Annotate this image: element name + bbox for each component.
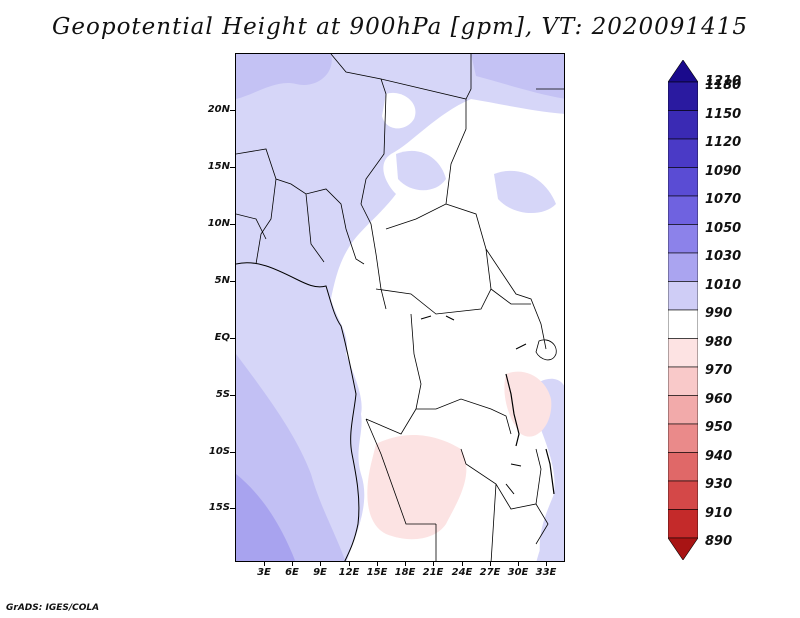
lon-tick <box>264 562 265 566</box>
colorbar-label-1030: 1030 <box>705 249 742 264</box>
coastline <box>236 262 360 561</box>
lon-tick <box>462 562 463 566</box>
colorbar-segment-1010 <box>668 281 698 311</box>
lon-tick <box>490 562 491 566</box>
colorbar-label-960: 960 <box>705 391 733 407</box>
lon-tick <box>292 562 293 566</box>
colorbar-segment-1210 <box>668 60 698 83</box>
lon-label-27e: 27E <box>479 567 501 578</box>
colorbar-segment-940 <box>668 452 698 482</box>
lat-tick <box>230 452 235 453</box>
lat-tick <box>230 508 235 509</box>
lat-label-10s: 10S <box>208 446 230 457</box>
colorbar-label-950: 950 <box>705 420 733 435</box>
colorbar-segment-960 <box>668 395 698 425</box>
colorbar <box>668 60 698 560</box>
lon-label-21e: 21E <box>422 567 444 578</box>
lat-tick <box>230 224 235 225</box>
lake-malawi <box>545 448 555 495</box>
colorbar-label-910: 910 <box>705 505 733 521</box>
colorbar-label-1120: 1120 <box>705 135 742 150</box>
field-white-upper <box>382 92 416 129</box>
colorbar-label-980: 980 <box>705 334 733 350</box>
colorbar-segment-1050 <box>668 224 698 254</box>
border-lines <box>330 54 564 561</box>
lon-label-18e: 18E <box>394 567 416 578</box>
lat-label-10n: 10N <box>207 218 230 229</box>
colorbar-segment-890 <box>668 537 698 560</box>
colorbar-segment-950 <box>668 423 698 453</box>
lake-victoria <box>535 339 557 361</box>
field-northeast-1030 <box>471 54 564 99</box>
colorbar-segment-1180 <box>668 81 698 111</box>
colorbar-segment-990 <box>668 309 698 339</box>
colorbar-segment-970 <box>668 366 698 396</box>
lon-label-24e: 24E <box>451 567 473 578</box>
field-980-990-south <box>367 434 467 540</box>
lon-tick <box>518 562 519 566</box>
lon-label-30e: 30E <box>507 567 529 578</box>
lat-label-20n: 20N <box>207 104 230 115</box>
lat-tick <box>230 281 235 282</box>
colorbar-label-1210: 1210 <box>705 74 742 89</box>
grads-credit: GrADS: IGES/COLA <box>6 603 100 613</box>
lon-tick <box>320 562 321 566</box>
lat-tick <box>230 338 235 339</box>
colorbar-label-1070: 1070 <box>705 192 742 207</box>
colorbar-segment-910 <box>668 509 698 539</box>
field-1010-chad <box>396 150 446 191</box>
colorbar-label-970: 970 <box>705 363 733 378</box>
colorbar-label-930: 930 <box>705 477 733 492</box>
map-panel <box>235 53 565 562</box>
lon-tick <box>433 562 434 566</box>
lat-label-5n: 5N <box>214 275 230 286</box>
field-1010-central <box>494 170 556 214</box>
lon-label-3e: 3E <box>257 567 271 578</box>
colorbar-label-940: 940 <box>705 448 733 464</box>
colorbar-label-1180: 1180 <box>705 78 742 93</box>
lon-label-12e: 12E <box>338 567 360 578</box>
lon-tick <box>377 562 378 566</box>
colorbar-label-1090: 1090 <box>705 163 742 179</box>
colorbar-segment-1150 <box>668 110 698 140</box>
map-title: Geopotential Height at 900hPa [gpm], VT:… <box>52 14 748 40</box>
map-canvas <box>236 54 564 561</box>
field-ocean-1050 <box>236 474 296 561</box>
lat-label-eq: EQ <box>214 332 230 343</box>
colorbar-segment-1030 <box>668 252 698 282</box>
colorbar-label-990: 990 <box>705 306 733 321</box>
lat-tick <box>230 395 235 396</box>
lon-label-9e: 9E <box>313 567 327 578</box>
lon-label-15e: 15E <box>366 567 388 578</box>
lat-tick <box>230 110 235 111</box>
lon-tick <box>546 562 547 566</box>
lat-label-15s: 15S <box>208 502 230 513</box>
field-north-1030 <box>236 54 332 99</box>
colorbar-label-890: 890 <box>705 534 733 549</box>
lat-label-15n: 15N <box>207 161 230 172</box>
colorbar-segment-980 <box>668 338 698 368</box>
colorbar-segment-1090 <box>668 167 698 197</box>
lon-label-33e: 33E <box>535 567 557 578</box>
colorbar-segment-1120 <box>668 138 698 168</box>
lat-tick <box>230 167 235 168</box>
colorbar-segment-1070 <box>668 195 698 225</box>
lat-label-5s: 5S <box>215 389 230 400</box>
colorbar-label-1150: 1150 <box>705 106 742 122</box>
colorbar-label-1050: 1050 <box>705 220 742 236</box>
lon-tick <box>405 562 406 566</box>
colorbar-segment-930 <box>668 480 698 510</box>
inland-waters <box>420 315 527 495</box>
colorbar-label-1010: 1010 <box>705 277 742 293</box>
lon-label-6e: 6E <box>285 567 299 578</box>
lon-tick <box>349 562 350 566</box>
west-africa-borders <box>236 148 365 265</box>
lake-tanganyika <box>505 373 520 447</box>
